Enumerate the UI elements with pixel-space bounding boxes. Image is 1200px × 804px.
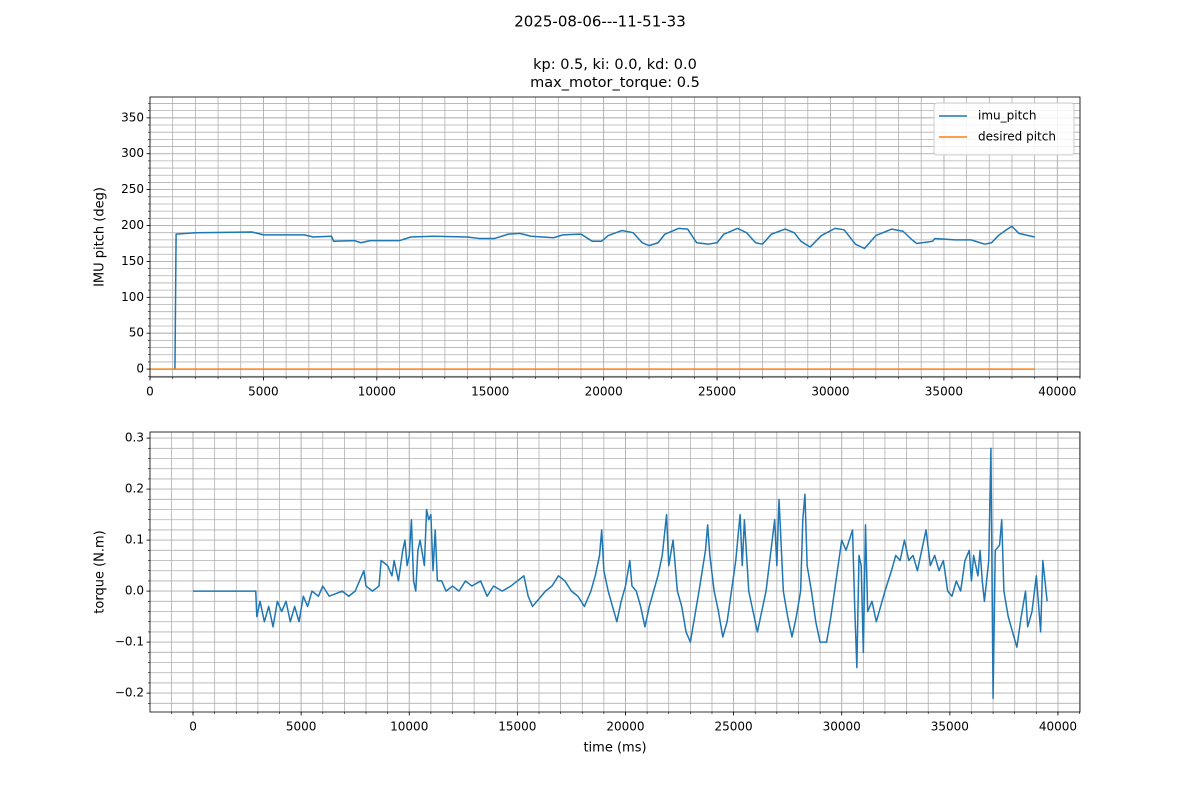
axes: 0 5000 10000 15000 20000 25000 30000 35000 40000… [93, 57, 1081, 399]
axes-frame [149, 96, 1081, 378]
x-tick-label: 40000 [1038, 385, 1076, 399]
x-tick-label: 5000 [248, 385, 279, 399]
x-tick-label: 0 [189, 720, 197, 734]
y-tick-label: 250 [121, 182, 144, 196]
y-tick-label: 150 [121, 254, 144, 268]
x-tick-label: 25000 [715, 720, 753, 734]
y-tick-label: 200 [121, 218, 144, 232]
y-tick-label: 0.3 [125, 431, 144, 445]
y-tick-label: 0.1 [125, 533, 144, 547]
axes-title: max_motor_torque: 0.5 [530, 75, 700, 91]
y-axis-label: torque (N.m) [93, 530, 108, 613]
y-axis-label: IMU pitch (deg) [93, 187, 108, 287]
axes-frame [149, 431, 1081, 713]
x-tick-label: 15000 [471, 385, 509, 399]
axes: 0 5000 10000 15000 20000 25000 30000 35000 40000… [93, 431, 1081, 756]
y-tick-label: 300 [121, 146, 144, 160]
x-tick-label: 35000 [925, 385, 963, 399]
series-line [174, 225, 1035, 370]
x-tick-label: 35000 [931, 720, 969, 734]
suptitle: 2025-08-06---11-51-33 [514, 13, 686, 31]
y-tick-label: 50 [129, 326, 144, 340]
x-tick-label: 20000 [585, 385, 623, 399]
x-tick-label: 25000 [698, 385, 736, 399]
x-tick-label: 0 [146, 385, 154, 399]
y-tick-label: 100 [121, 290, 144, 304]
series-line [193, 447, 1048, 699]
legend-label: imu_pitch [978, 109, 1037, 123]
y-tick-label: 0.0 [125, 584, 144, 598]
x-tick-label: 40000 [1039, 720, 1077, 734]
x-tick-label: 20000 [606, 720, 644, 734]
y-tick-label: −0.1 [115, 635, 144, 649]
x-tick-label: 30000 [811, 385, 849, 399]
axes-title: kp: 0.5, ki: 0.0, kd: 0.0 [533, 57, 697, 73]
y-tick-label: −0.2 [115, 686, 144, 700]
legend-label: desired pitch [978, 130, 1056, 144]
x-tick-label: 30000 [823, 720, 861, 734]
y-tick-label: 0 [136, 362, 144, 376]
x-tick-label: 5000 [286, 720, 317, 734]
x-tick-label: 15000 [498, 720, 536, 734]
x-tick-label: 10000 [358, 385, 396, 399]
y-tick-label: 0.2 [125, 482, 144, 496]
x-axis-label: time (ms) [583, 741, 646, 756]
legend-box [933, 102, 1075, 156]
y-tick-label: 350 [121, 110, 144, 124]
x-tick-label: 10000 [390, 720, 428, 734]
